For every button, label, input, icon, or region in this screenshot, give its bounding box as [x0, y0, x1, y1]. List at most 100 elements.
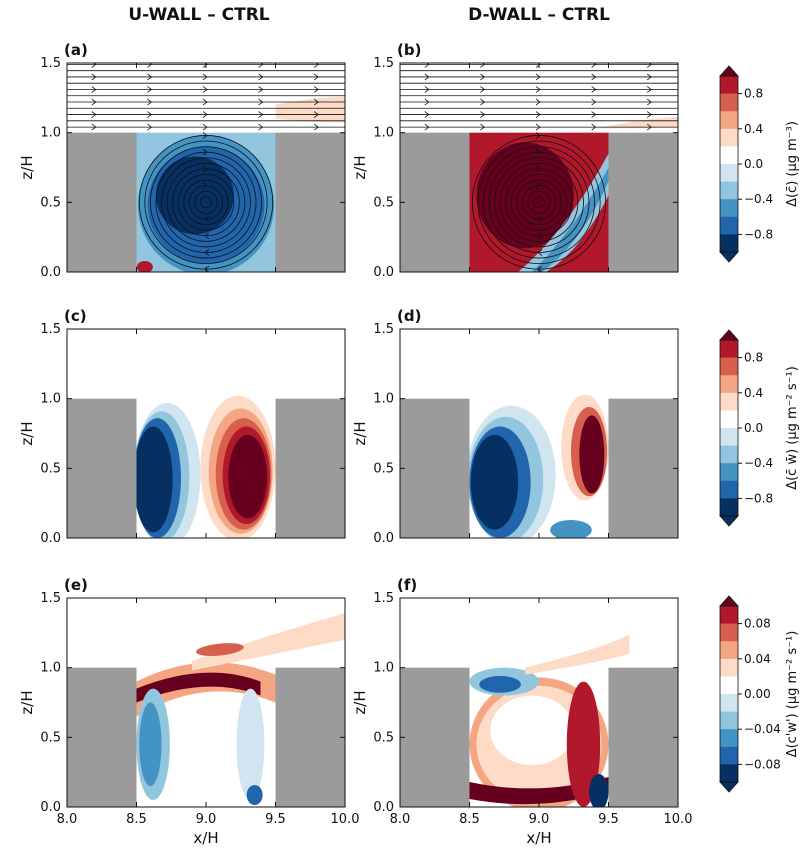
x-tick-label: 8.5 [126, 812, 147, 827]
contour-blob [598, 116, 678, 129]
colorbar-tick-label: −0.8 [744, 491, 773, 505]
building-left [67, 398, 137, 538]
colorbar-tick-label: 0.4 [744, 386, 763, 400]
building-left [400, 398, 470, 538]
contour-blob [469, 777, 609, 805]
panel-tag: (e) [64, 576, 88, 594]
contour-blob [490, 695, 574, 766]
colorbar-level [720, 641, 738, 660]
colorbar-tick-label: 0.4 [744, 122, 763, 136]
x-tick-label: 10.0 [664, 812, 693, 827]
y-tick-label: 0.0 [40, 800, 61, 815]
colorbar-tick-label: −0.4 [744, 456, 773, 470]
colorbar-level [720, 606, 738, 625]
column-title-right: D-WALL – CTRL [468, 5, 610, 25]
panel-f: 8.0 8.5 9.0 9.5 10.0 0.0 0.5 1.0 1.5(f) z/H x/H [351, 576, 692, 847]
y-tick-label: 1.0 [373, 392, 394, 407]
colorbar-level [720, 93, 738, 112]
colorbar-level [720, 164, 738, 183]
colorbar-level [720, 340, 738, 359]
building-right [275, 132, 345, 272]
panel-tag: (b) [397, 41, 421, 59]
x-tick-label: 8.0 [57, 812, 78, 827]
building-right [608, 398, 678, 538]
contour-blob [525, 634, 630, 675]
colorbar-3: 0.08 0.04 0.00 −0.04 −0.08 Δ(c'w') (μg m⁻² s⁻… [719, 595, 800, 793]
building-right [608, 667, 678, 807]
colorbar-max-arrow [719, 595, 739, 607]
contour-blob [196, 643, 244, 657]
y-tick-label: 0.0 [373, 531, 394, 546]
x-tick-label: 8.5 [459, 812, 480, 827]
y-tick-label: 1.0 [373, 126, 394, 141]
x-axis-label: x/H [193, 829, 218, 847]
contour-blob [470, 434, 519, 530]
colorbar-min-arrow [719, 781, 739, 793]
colorbar-level [720, 445, 738, 464]
contour-blob [566, 681, 601, 807]
colorbar-level [720, 428, 738, 447]
building-right [275, 398, 345, 538]
colorbar-level [720, 111, 738, 130]
x-tick-label: 10.0 [331, 812, 360, 827]
colorbar-level [720, 128, 738, 147]
colorbar-tick-label: 0.04 [744, 652, 771, 666]
colorbar-tick-label: −0.04 [744, 722, 781, 736]
x-tick-label: 9.0 [196, 812, 217, 827]
colorbar-level [720, 746, 738, 765]
panel-d: 0.0 0.5 1.0 1.5(d) z/H [351, 307, 679, 546]
colorbar-level [720, 357, 738, 376]
contour-blob [139, 702, 162, 787]
colorbar-level [720, 463, 738, 482]
panel-tag: (a) [64, 41, 88, 59]
x-axis-label: x/H [526, 829, 551, 847]
building-right [275, 667, 345, 807]
colorbar-max-arrow [719, 65, 739, 77]
y-tick-label: 0.5 [40, 461, 61, 476]
panels: 0.00.51.01.5(a)z/H0.00.51.01.5(b)z/H0.00… [18, 41, 692, 847]
panel-a: 0.0 0.5 1.0 1.5(a) z/H [18, 41, 346, 280]
colorbar-tick-label: 0.0 [744, 421, 763, 435]
colorbar-level [720, 76, 738, 95]
colorbar-max-arrow [719, 329, 739, 341]
y-tick-label: 1.5 [373, 56, 394, 71]
column-title-left: U-WALL – CTRL [128, 5, 269, 25]
y-axis-label: z/H [18, 690, 36, 714]
colorbar-tick-label: −0.8 [744, 227, 773, 241]
building-left [67, 667, 137, 807]
x-tick-label: 9.5 [265, 812, 286, 827]
x-tick-label: 8.0 [390, 812, 411, 827]
colorbar-tick-label: 0.08 [744, 617, 771, 631]
y-tick-label: 1.5 [40, 591, 61, 606]
y-tick-label: 0.0 [40, 531, 61, 546]
y-tick-label: 0.5 [40, 730, 61, 745]
contour-blob [136, 672, 261, 703]
colorbar-level [720, 392, 738, 411]
colorbar-label: Δ(c̄) (μg m⁻³) [785, 121, 800, 207]
colorbar-level [720, 480, 738, 499]
colorbar-level [720, 181, 738, 200]
colorbar-label: Δ(c̄ w̄) (μg m⁻² s⁻¹) [785, 366, 800, 490]
building-left [400, 132, 470, 272]
colorbar-level [720, 199, 738, 218]
panel-tag: (d) [397, 307, 421, 325]
y-tick-label: 1.0 [40, 126, 61, 141]
contour-blob [550, 520, 592, 538]
panel-c: 0.0 0.5 1.0 1.5(c) z/H [18, 307, 346, 546]
colorbar-level [720, 410, 738, 429]
y-axis-label: z/H [351, 155, 369, 179]
colorbar-tick-label: 0.8 [744, 351, 763, 365]
y-axis-label: z/H [18, 421, 36, 445]
building-right [608, 132, 678, 272]
contour-blob [192, 613, 345, 671]
y-axis-label: z/H [18, 155, 36, 179]
contour-blob [136, 261, 153, 272]
x-tick-label: 9.0 [529, 812, 550, 827]
y-tick-label: 0.5 [373, 461, 394, 476]
colorbars: 0.8 0.4 0.0 −0.4 −0.8 Δ(c̄) (μg m⁻³) 0.8 0.4 0.0… [719, 65, 800, 793]
x-tick-label: 9.5 [598, 812, 619, 827]
panel-e: 8.0 8.5 9.0 9.5 10.0 0.0 0.5 1.0 1.5(e) z/H x/H [18, 576, 359, 847]
panel-tag: (c) [64, 307, 87, 325]
colorbar-level [720, 694, 738, 713]
